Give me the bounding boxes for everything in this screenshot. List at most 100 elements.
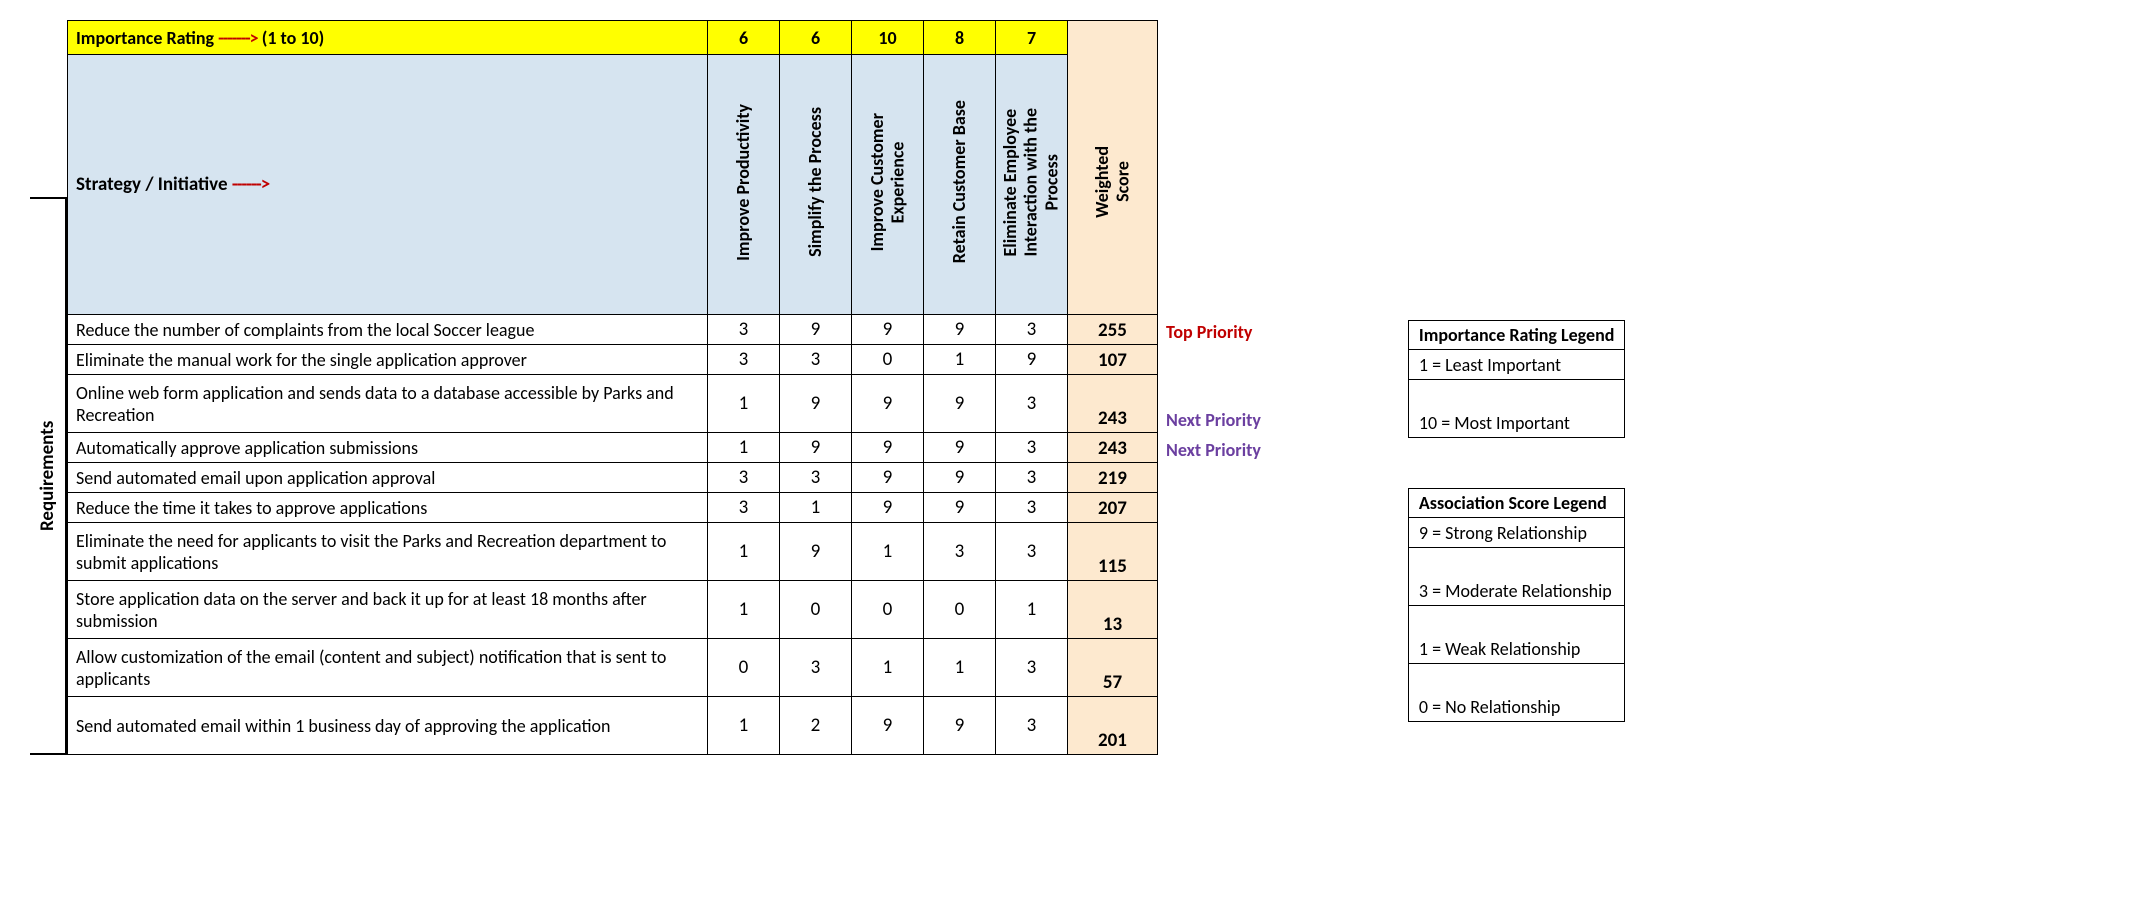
priority-flag: Next Priority <box>1158 433 1268 463</box>
score-cell: 0 <box>780 581 852 639</box>
weighted-score-cell: 255 <box>1068 315 1158 345</box>
score-cell: 3 <box>996 639 1068 697</box>
score-cell: 3 <box>996 493 1068 523</box>
strategy-header-row: Strategy / Initiative ------> Improve Pr… <box>68 55 1268 315</box>
importance-rating-row: Importance Rating -------> (1 to 10) 6 6… <box>68 21 1268 55</box>
weighted-score-cell: 57 <box>1068 639 1158 697</box>
score-cell: 1 <box>708 433 780 463</box>
score-cell: 1 <box>780 493 852 523</box>
weighted-score-cell: 207 <box>1068 493 1158 523</box>
score-cell: 9 <box>924 493 996 523</box>
score-cell: 9 <box>852 433 924 463</box>
score-cell: 1 <box>708 697 780 755</box>
requirement-text: Automatically approve application submis… <box>68 433 708 463</box>
importance-value: 7 <box>996 21 1068 55</box>
strategy-column-header: Improve Customer Experience <box>852 55 924 315</box>
strategy-column-label: Eliminate Employee Interaction with the … <box>1000 102 1062 263</box>
requirement-text: Store application data on the server and… <box>68 581 708 639</box>
score-cell: 9 <box>924 433 996 463</box>
priority-flag <box>1158 523 1268 581</box>
requirement-text: Allow customization of the email (conten… <box>68 639 708 697</box>
table-row: Reduce the time it takes to approve appl… <box>68 493 1268 523</box>
table-row: Eliminate the need for applicants to vis… <box>68 523 1268 581</box>
arrow-icon: ------> <box>232 173 269 196</box>
strategy-label-cell: Strategy / Initiative ------> <box>68 55 708 315</box>
score-cell: 9 <box>780 433 852 463</box>
importance-value: 10 <box>852 21 924 55</box>
strategy-column-header: Improve Productivity <box>708 55 780 315</box>
weighted-score-cell: 13 <box>1068 581 1158 639</box>
importance-value: 6 <box>708 21 780 55</box>
table-row: Eliminate the manual work for the single… <box>68 345 1268 375</box>
table-row: Automatically approve application submis… <box>68 433 1268 463</box>
table-row: Allow customization of the email (conten… <box>68 639 1268 697</box>
importance-label-suffix: (1 to 10) <box>258 27 325 49</box>
legend-title: Association Score Legend <box>1408 489 1625 518</box>
strategy-column-label: Improve Productivity <box>733 98 754 267</box>
weighted-score-cell: 219 <box>1068 463 1158 493</box>
priority-flag: Next Priority <box>1158 375 1268 433</box>
score-cell: 3 <box>708 315 780 345</box>
score-cell: 1 <box>852 523 924 581</box>
legend-item: 10 = Most Important <box>1408 380 1625 438</box>
score-cell: 9 <box>924 463 996 493</box>
strategy-column-label: Retain Customer Base <box>949 94 970 269</box>
weighted-score-label: Weighted Score <box>1092 140 1133 224</box>
requirement-text: Online web form application and sends da… <box>68 375 708 433</box>
table-row: Store application data on the server and… <box>68 581 1268 639</box>
weighted-score-header: Weighted Score <box>1068 55 1158 315</box>
score-cell: 9 <box>852 315 924 345</box>
strategy-column-header: Retain Customer Base <box>924 55 996 315</box>
arrow-icon: -------> <box>218 27 258 49</box>
legend-item: 3 = Moderate Relationship <box>1408 548 1625 606</box>
legend-item: 1 = Weak Relationship <box>1408 606 1625 664</box>
score-cell: 0 <box>924 581 996 639</box>
importance-label-text: Importance Rating <box>76 27 218 49</box>
score-cell: 3 <box>708 493 780 523</box>
importance-value: 6 <box>780 21 852 55</box>
matrix-block: Requirements Importance Rating -------> … <box>30 20 1268 755</box>
table-row: Online web form application and sends da… <box>68 375 1268 433</box>
score-cell: 3 <box>996 463 1068 493</box>
strategy-label-text: Strategy / Initiative <box>76 173 232 196</box>
weighted-score-cell: 243 <box>1068 375 1158 433</box>
association-legend: Association Score Legend 9 = Strong Rela… <box>1408 488 1626 722</box>
page: Requirements Importance Rating -------> … <box>30 20 2103 755</box>
importance-value: 8 <box>924 21 996 55</box>
score-cell: 3 <box>780 345 852 375</box>
score-cell: 9 <box>852 375 924 433</box>
requirement-text: Send automated email within 1 business d… <box>68 697 708 755</box>
score-cell: 3 <box>924 523 996 581</box>
weighted-score-cell: 243 <box>1068 433 1158 463</box>
score-cell: 3 <box>996 433 1068 463</box>
requirement-text: Reduce the number of complaints from the… <box>68 315 708 345</box>
weighted-score-cell: 201 <box>1068 697 1158 755</box>
score-cell: 9 <box>852 697 924 755</box>
score-cell: 3 <box>708 463 780 493</box>
score-cell: 0 <box>852 345 924 375</box>
priority-flag <box>1158 697 1268 755</box>
table-row: Send automated email within 1 business d… <box>68 697 1268 755</box>
score-cell: 0 <box>708 639 780 697</box>
score-cell: 3 <box>996 697 1068 755</box>
score-cell: 9 <box>924 315 996 345</box>
strategy-column-label: Simplify the Process <box>805 101 826 263</box>
requirement-text: Eliminate the manual work for the single… <box>68 345 708 375</box>
requirements-axis-label: Requirements <box>30 197 67 755</box>
priority-flag: Top Priority <box>1158 315 1268 345</box>
requirement-text: Eliminate the need for applicants to vis… <box>68 523 708 581</box>
score-cell: 3 <box>996 523 1068 581</box>
score-cell: 9 <box>996 345 1068 375</box>
priority-flag <box>1158 581 1268 639</box>
table-row: Send automated email upon application ap… <box>68 463 1268 493</box>
score-header-top <box>1068 21 1158 55</box>
score-cell: 3 <box>996 315 1068 345</box>
legend-title: Importance Rating Legend <box>1408 321 1625 350</box>
score-cell: 3 <box>780 463 852 493</box>
legend-panels: Importance Rating Legend 1 = Least Impor… <box>1408 320 1626 722</box>
score-cell: 3 <box>996 375 1068 433</box>
score-cell: 1 <box>708 581 780 639</box>
requirement-text: Reduce the time it takes to approve appl… <box>68 493 708 523</box>
score-cell: 9 <box>924 375 996 433</box>
score-cell: 9 <box>780 375 852 433</box>
